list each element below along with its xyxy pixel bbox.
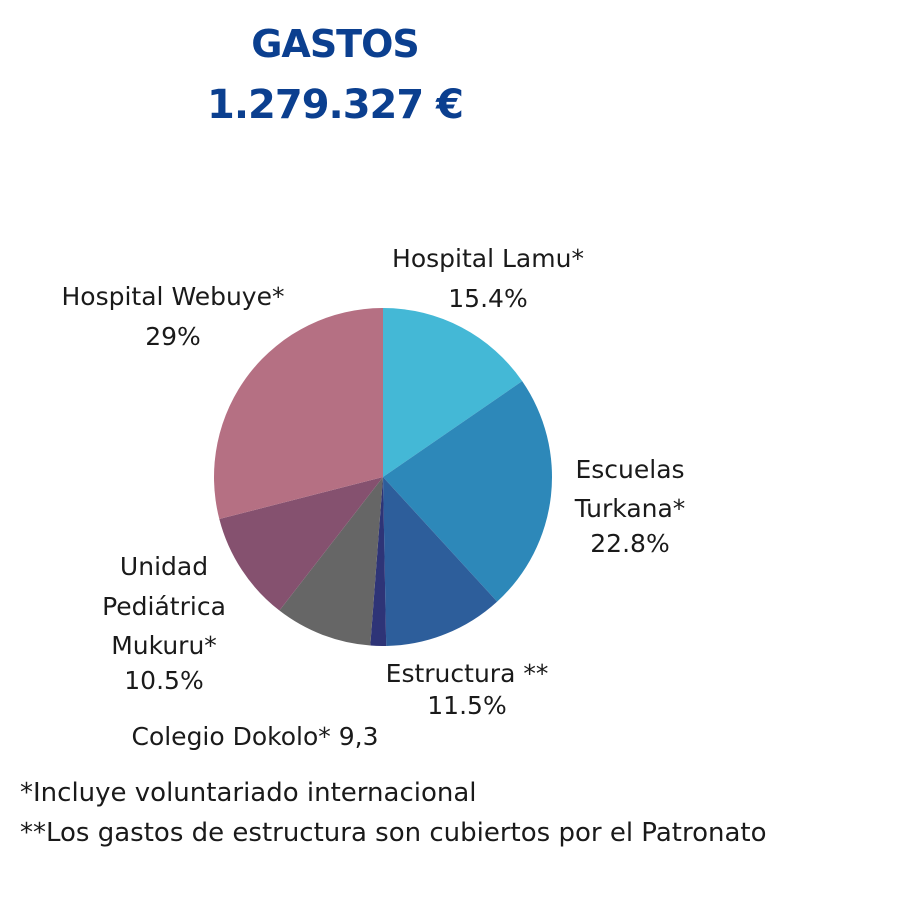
label-lamu-name: Hospital Lamu* <box>392 244 584 273</box>
label-mukuru-value: 10.5% <box>124 666 203 695</box>
label-lamu-value: 15.4% <box>448 284 527 313</box>
pie-slice-hospital-lamu <box>383 308 523 477</box>
label-turkana-value: 22.8% <box>590 529 669 558</box>
pie-slice-unidad-pedi-trica-mukuru <box>219 477 383 611</box>
label-dokolo: Colegio Dokolo* 9,3 <box>131 722 378 751</box>
label-mukuru-line1: Unidad <box>120 552 208 581</box>
footnote-voluntariado: *Incluye voluntariado internacional <box>20 778 477 808</box>
pie-slice-hospital-webuye <box>214 308 383 520</box>
total-amount: 1.279.327 € <box>207 82 464 128</box>
label-mukuru-line2: Pediátrica <box>102 592 226 621</box>
label-webuye-value: 29% <box>145 322 201 351</box>
pie-slice-escuelas-turkana <box>383 381 553 602</box>
footnote-estructura: **Los gastos de estructura son cubiertos… <box>20 818 767 848</box>
chart-title: GASTOS <box>251 22 420 66</box>
pie-slice-estructura <box>383 477 498 646</box>
label-estructura-value: 11.5% <box>427 691 506 720</box>
pie-slice-colegio-dokolo <box>279 477 383 646</box>
label-mukuru-line3: Mukuru* <box>111 631 217 660</box>
label-turkana-line1: Escuelas <box>575 455 684 484</box>
pie-slice-slice-3 <box>370 477 387 647</box>
label-turkana-line2: Turkana* <box>574 494 686 523</box>
label-webuye-name: Hospital Webuye* <box>62 282 285 311</box>
label-estructura-name: Estructura ** <box>386 659 549 688</box>
pie-slices <box>214 308 553 647</box>
